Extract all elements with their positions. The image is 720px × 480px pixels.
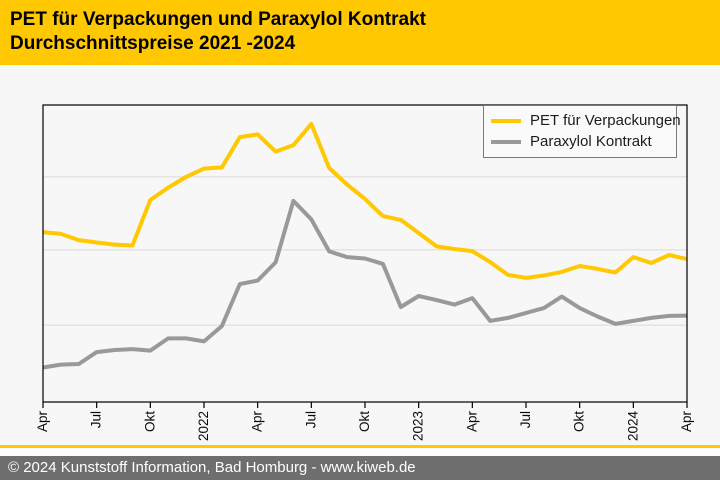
- x-tick-label: Apr: [464, 411, 479, 433]
- chart-title-line1: PET für Verpackungen und Paraxylol Kontr…: [10, 9, 426, 30]
- x-tick-label: Apr: [250, 411, 265, 433]
- x-tick-label: Okt: [357, 411, 372, 432]
- x-tick-label: Apr: [35, 411, 50, 433]
- legend-label-pet: PET für Verpackungen: [530, 112, 681, 129]
- x-tick-label: Jul: [518, 411, 533, 428]
- x-tick-label: 2024: [625, 411, 640, 442]
- chart-legend: PET für Verpackungen Paraxylol Kontrakt: [483, 105, 681, 158]
- yellow-separator: [0, 445, 720, 448]
- chart-title-line2: Durchschnittspreise 2021 -2024: [10, 33, 296, 54]
- header-bar: PET für Verpackungen und Paraxylol Kontr…: [0, 0, 720, 65]
- legend-item-pet: PET für Verpackungen: [491, 110, 681, 131]
- price-chart-svg: Apr Jul Okt 2022 Apr Jul Okt 2023 Apr Jul Okt 2024 A…: [35, 104, 694, 442]
- x-tick-label: Apr: [679, 411, 694, 433]
- pet-series-line-icon: [491, 118, 521, 123]
- copyright-text: © 2024 Kunststoff Information, Bad Hombu…: [8, 459, 416, 476]
- x-tick-label: 2022: [196, 411, 211, 441]
- x-tick-label: Okt: [572, 411, 587, 432]
- footer-gap: [0, 448, 720, 456]
- x-tick-label: Jul: [303, 411, 318, 428]
- footer-bar: © 2024 Kunststoff Information, Bad Hombu…: [0, 456, 720, 480]
- x-tick-label: Okt: [142, 411, 157, 432]
- x-tick-label: Jul: [89, 411, 104, 428]
- paraxylol-series-line-icon: [491, 139, 521, 144]
- legend-label-paraxylol: Paraxylol Kontrakt: [530, 133, 652, 150]
- chart-area: Apr Jul Okt 2022 Apr Jul Okt 2023 Apr Jul Okt 2024 A…: [0, 65, 720, 445]
- legend-item-paraxylol: Paraxylol Kontrakt: [491, 131, 676, 152]
- x-tick-label: 2023: [411, 411, 426, 441]
